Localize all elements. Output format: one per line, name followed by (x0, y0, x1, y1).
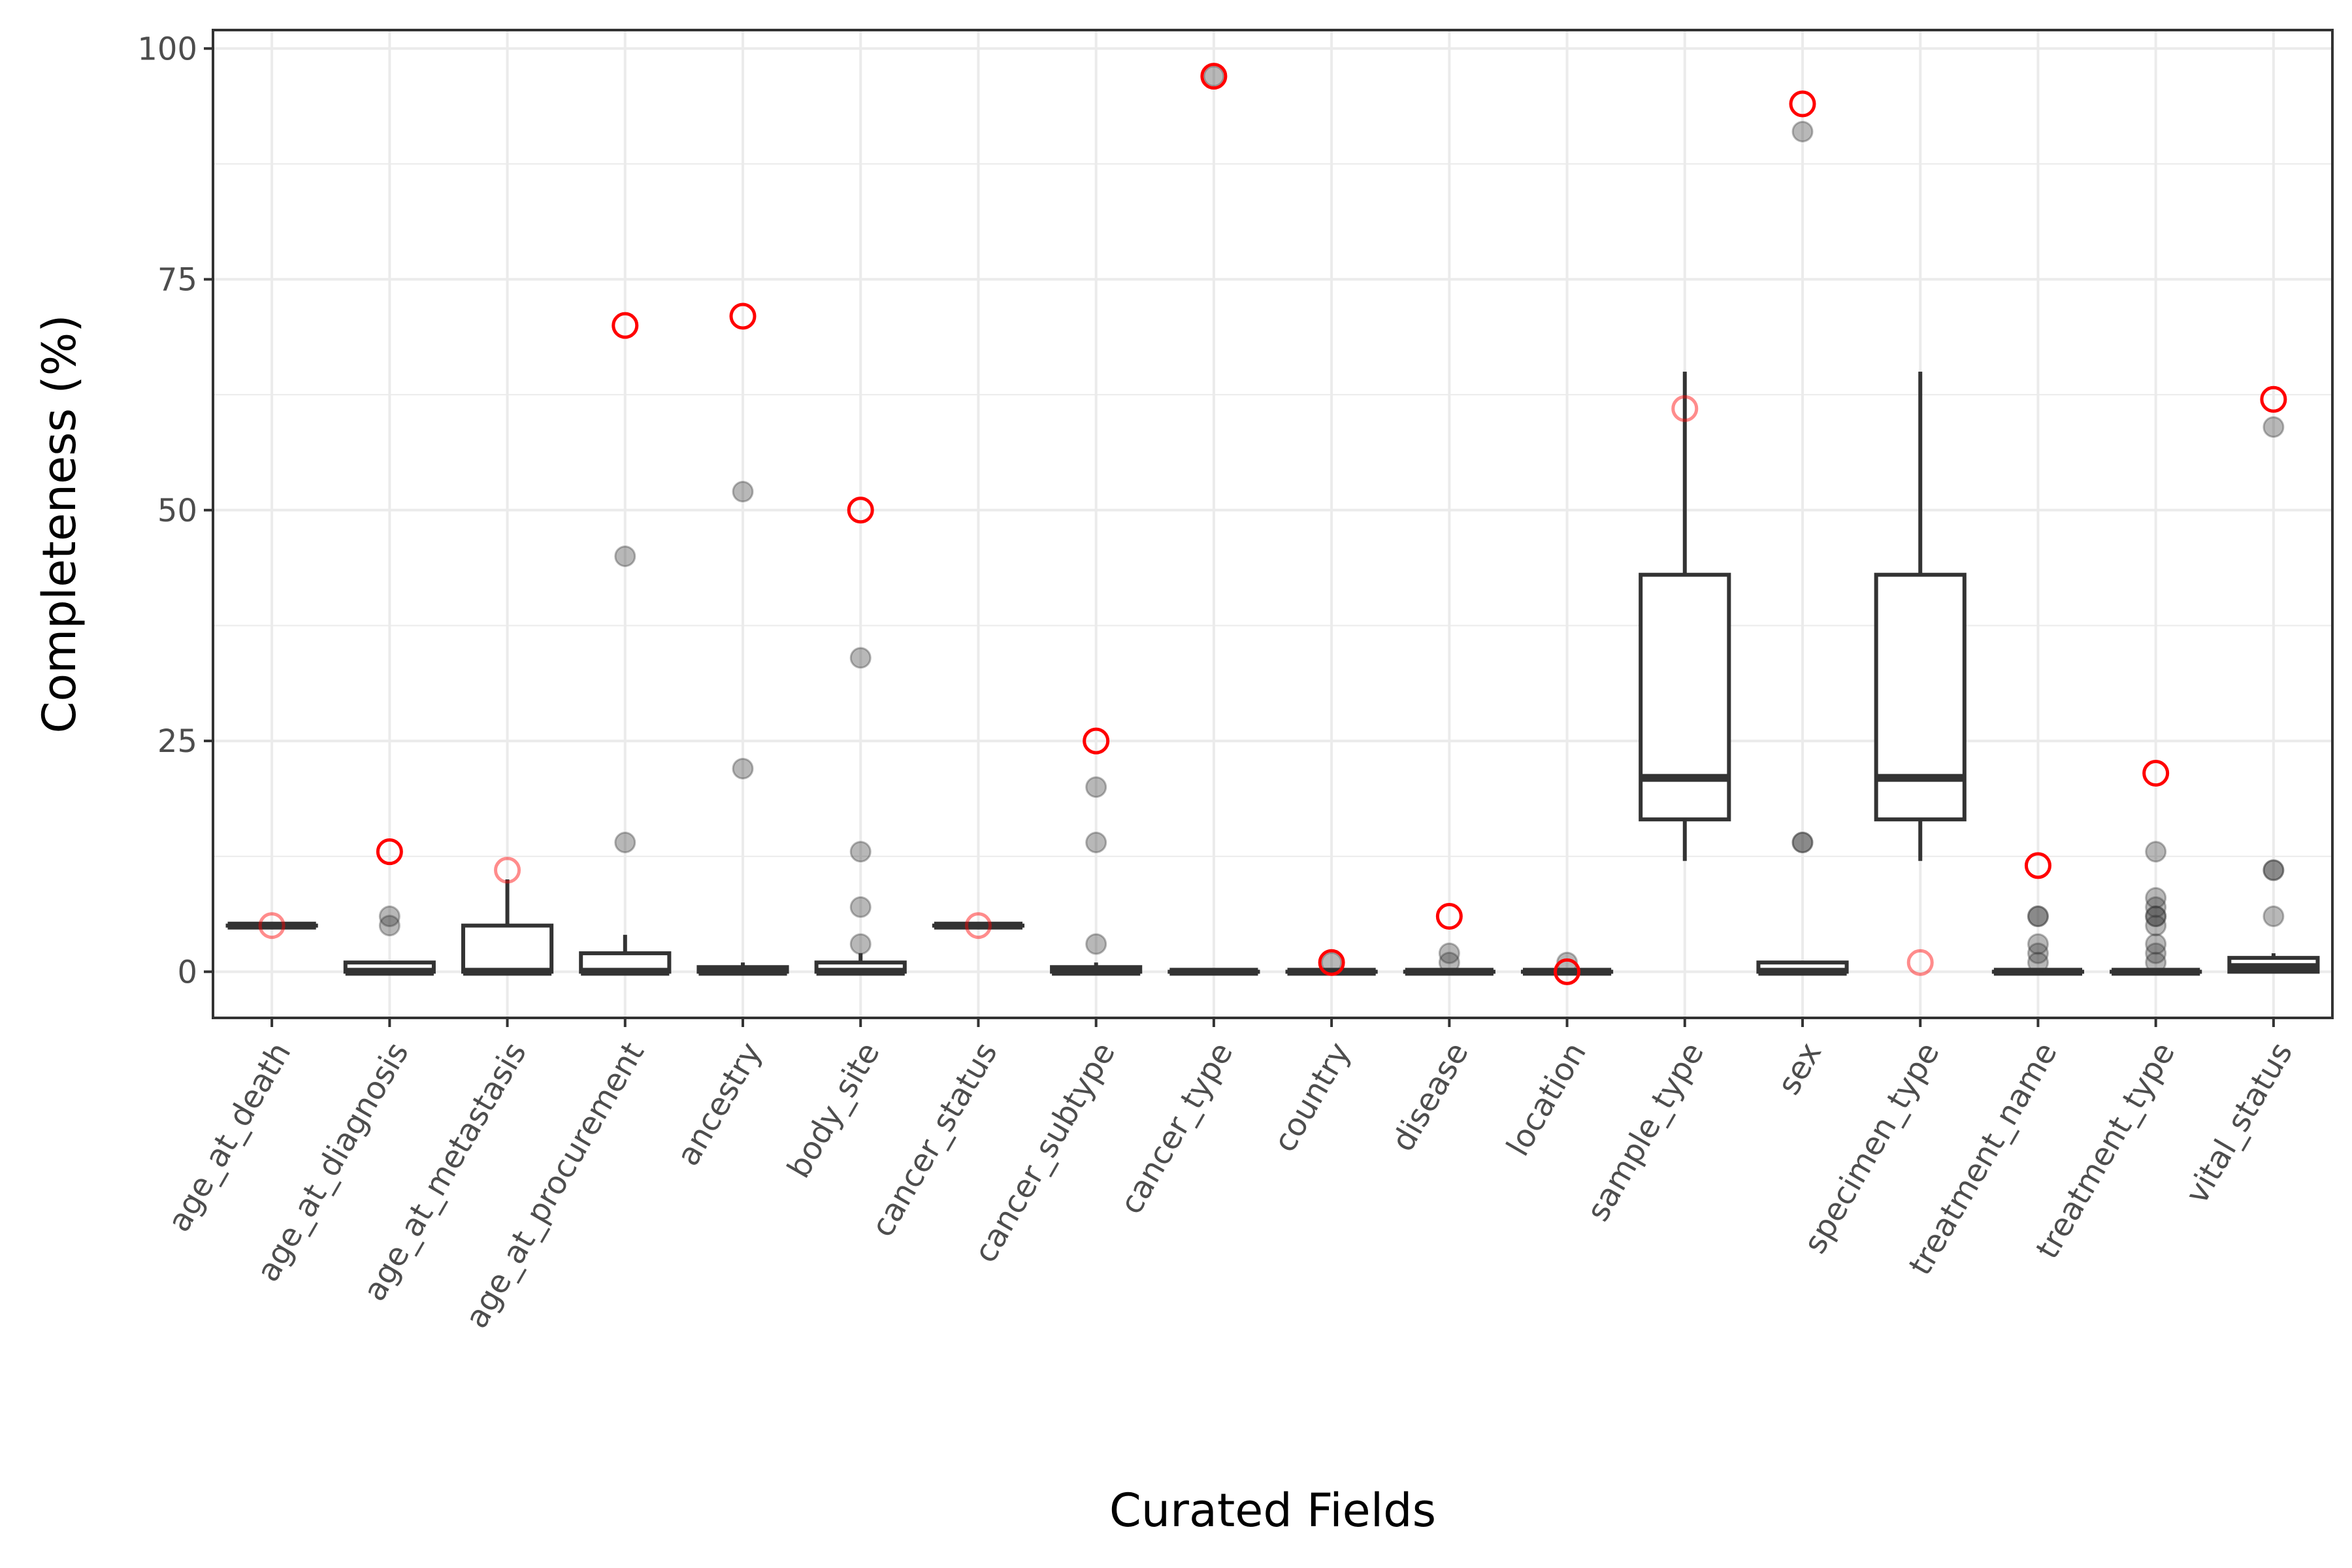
highlight-point (2260, 385, 2287, 413)
highlight-point (1671, 395, 1699, 422)
outlier-point (2145, 887, 2167, 909)
outlier-point (2145, 896, 2167, 918)
y-tick-label: 100 (137, 31, 197, 67)
y-axis: 0 25 50 75 100 (137, 31, 213, 990)
outlier-point (2262, 859, 2285, 881)
box-cancer_subtype (1050, 962, 1143, 976)
box-body_site (814, 953, 907, 976)
outlier-point (732, 757, 754, 779)
outlier-point (378, 906, 400, 928)
highlight-point (1554, 958, 1581, 985)
outlier-point (1791, 832, 1814, 854)
minor-gridlines (213, 163, 2332, 857)
highlight-point (729, 302, 757, 330)
outlier-points (378, 65, 2285, 973)
box-age_at_procurement (579, 934, 672, 976)
outlier-point (849, 896, 872, 918)
outlier-point (1791, 120, 1814, 142)
box-ancestry (696, 962, 789, 976)
highlight-point (612, 312, 639, 339)
highlight-point (2024, 852, 2051, 879)
y-tick-label: 0 (177, 954, 197, 990)
outlier-point (1438, 951, 1460, 973)
outlier-point (2027, 951, 2049, 973)
outlier-point (2027, 942, 2049, 964)
outlier-point (2145, 951, 2167, 973)
highlight-point (258, 912, 286, 939)
box-body (1874, 572, 1967, 822)
outlier-point (2145, 906, 2167, 928)
highlight-point (1435, 903, 1463, 930)
highlight-point (494, 857, 521, 884)
highlight-points (258, 63, 2287, 985)
outlier-point (2145, 942, 2167, 964)
box-age_at_diagnosis (343, 960, 436, 976)
outlier-point (378, 915, 400, 937)
highlight-point (1906, 949, 1934, 976)
outlier-point (614, 545, 636, 567)
box-vital_status (2227, 953, 2320, 974)
outlier-point (2145, 933, 2167, 955)
highlight-point (1318, 949, 1345, 976)
outlier-point (1203, 65, 1225, 88)
outlier-point (1438, 942, 1460, 964)
outlier-point (2145, 906, 2167, 928)
outlier-point (1085, 933, 1107, 955)
outlier-point (2027, 906, 2049, 928)
box-series (225, 371, 2320, 976)
highlight-point (376, 838, 403, 866)
outlier-point (2145, 915, 2167, 937)
outlier-point (1556, 951, 1578, 973)
highlight-point (1083, 727, 1110, 755)
box-body (1639, 572, 1731, 822)
box-sex (1756, 960, 1849, 976)
highlight-point (964, 912, 992, 939)
outlier-point (2262, 906, 2285, 928)
y-tick-label: 50 (157, 493, 197, 529)
outlier-point (2027, 933, 2049, 955)
box-sample_type (1639, 371, 1731, 861)
outlier-point (2027, 906, 2049, 928)
y-tick-label: 25 (157, 723, 197, 760)
panel-border (212, 29, 2334, 1019)
outlier-point (2262, 416, 2285, 438)
outlier-point (614, 832, 636, 854)
outlier-point (732, 481, 754, 503)
box-age_at_metastasis (461, 879, 554, 976)
outlier-point (849, 841, 872, 863)
highlight-point (847, 497, 874, 524)
y-tick-label: 75 (157, 262, 197, 299)
x-axis-title: Curated Fields (1109, 1484, 1436, 1537)
box-specimen_type (1874, 371, 1967, 861)
box-body (461, 923, 554, 974)
outlier-point (1085, 832, 1107, 854)
highlight-point (1789, 90, 1816, 118)
highlight-point (1200, 63, 1228, 90)
y-axis-title: Completeness (%) (33, 314, 86, 733)
outlier-point (849, 647, 872, 669)
outlier-point (1320, 951, 1343, 973)
outlier-point (2262, 859, 2285, 881)
outlier-point (2145, 841, 2167, 863)
outlier-point (849, 933, 872, 955)
outlier-point (1791, 832, 1814, 854)
highlight-point (2142, 760, 2170, 787)
outlier-point (1085, 776, 1107, 798)
